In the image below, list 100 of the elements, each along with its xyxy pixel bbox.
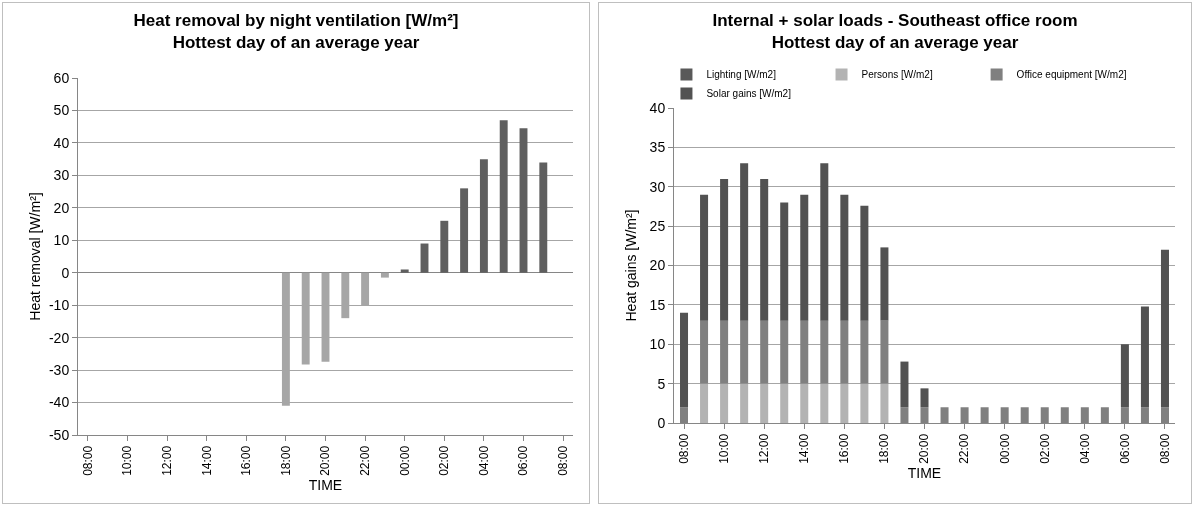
y-tick-label: 0 xyxy=(61,264,70,281)
x-tick-label: 04:00 xyxy=(1077,433,1092,464)
bar xyxy=(1060,407,1069,423)
bar xyxy=(820,320,829,384)
y-tick-label: 50 xyxy=(53,102,70,119)
bar xyxy=(400,269,409,273)
x-tick-label: 08:00 xyxy=(676,433,691,464)
bar xyxy=(980,407,989,423)
x-tick-label: 08:00 xyxy=(80,445,95,476)
y-tick-label: 30 xyxy=(53,167,70,184)
x-tick-label: 22:00 xyxy=(957,433,972,464)
bar xyxy=(740,163,749,321)
bar xyxy=(800,194,809,321)
y-tick-label: 40 xyxy=(53,134,70,151)
x-tick-label: 18:00 xyxy=(877,433,892,464)
y-tick-label: 20 xyxy=(649,257,666,274)
bar xyxy=(1020,407,1029,423)
x-tick-label: 02:00 xyxy=(437,445,452,476)
bar xyxy=(800,383,809,423)
bar xyxy=(1100,407,1109,423)
y-tick-label: 60 xyxy=(53,69,70,86)
bar xyxy=(720,320,729,384)
y-tick-label: -50 xyxy=(48,426,70,443)
bar xyxy=(940,407,949,423)
bar xyxy=(780,320,789,384)
bar xyxy=(900,361,909,408)
legend-label: Office equipment [W/m2] xyxy=(1016,69,1127,81)
x-tick-label: 02:00 xyxy=(1037,433,1052,464)
legend-label: Persons [W/m2] xyxy=(861,69,933,81)
x-tick-label: 18:00 xyxy=(278,445,293,476)
x-tick-label: 14:00 xyxy=(797,433,812,464)
x-tick-label: 06:00 xyxy=(516,445,531,476)
x-tick-label: 04:00 xyxy=(476,445,491,476)
chart-title: Internal + solar loads - Southeast office room Hottest day of an average year xyxy=(712,10,1078,52)
bar xyxy=(1160,249,1169,408)
legend-label: Lighting [W/m2] xyxy=(706,69,777,81)
bar xyxy=(720,383,729,423)
bar xyxy=(800,320,809,384)
x-tick-label: 12:00 xyxy=(757,433,772,464)
y-tick-label: 10 xyxy=(53,232,70,249)
bar xyxy=(700,383,709,423)
bar xyxy=(780,202,789,321)
bar xyxy=(1140,306,1149,408)
bar xyxy=(479,159,488,273)
bar xyxy=(760,383,769,423)
bar xyxy=(700,194,709,321)
bar xyxy=(440,220,449,273)
bar xyxy=(840,194,849,321)
bar xyxy=(820,383,829,423)
y-tick-label: -10 xyxy=(48,297,70,314)
x-tick-label: 12:00 xyxy=(160,445,174,476)
bar xyxy=(780,383,789,423)
x-axis-title: TIME xyxy=(308,477,343,494)
bar xyxy=(539,162,548,273)
bar xyxy=(460,188,469,273)
x-tick-label: 08:00 xyxy=(1157,433,1172,464)
x-tick-label: 10:00 xyxy=(120,445,135,476)
x-tick-label: 22:00 xyxy=(358,445,372,476)
y-tick-label: -40 xyxy=(48,394,70,411)
bar xyxy=(840,320,849,384)
y-tick-label: 25 xyxy=(649,218,666,235)
x-tick-label: 20:00 xyxy=(318,445,333,476)
x-tick-label: 10:00 xyxy=(717,433,731,464)
bar xyxy=(380,272,389,278)
x-tick-label: 14:00 xyxy=(199,445,214,476)
bar xyxy=(840,383,849,423)
bar xyxy=(760,178,769,321)
bar xyxy=(920,388,929,408)
y-tick-label: 20 xyxy=(53,199,70,216)
bar xyxy=(720,178,729,321)
bar xyxy=(880,383,889,423)
bar xyxy=(880,320,889,384)
y-tick-label: 40 xyxy=(649,99,666,116)
y-tick-label: 35 xyxy=(649,139,666,156)
y-axis-title: Heat gains [W/m²] xyxy=(623,209,639,322)
x-axis-title: TIME xyxy=(907,465,942,482)
y-tick-label: 5 xyxy=(657,375,666,392)
bar xyxy=(740,320,749,384)
bar xyxy=(860,383,869,423)
bar xyxy=(1140,407,1149,423)
bar xyxy=(680,312,689,408)
bar xyxy=(900,407,909,423)
y-tick-label: 15 xyxy=(649,296,666,313)
y-axis-title: Heat removal [W/m²] xyxy=(27,192,43,321)
bar xyxy=(860,320,869,384)
chart-title: Heat removal by night ventilation [W/m²] Hottest day of an average year xyxy=(133,10,459,52)
y-tick-label: -20 xyxy=(48,329,70,346)
x-tick-label: 00:00 xyxy=(397,445,412,476)
x-tick-label: 00:00 xyxy=(997,433,1012,464)
bar xyxy=(740,383,749,423)
bar xyxy=(860,205,869,321)
y-tick-label: 0 xyxy=(657,414,666,431)
x-tick-label: 08:00 xyxy=(556,445,570,476)
x-tick-label: 06:00 xyxy=(1117,433,1132,464)
legend-label: Solar gains [W/m2] xyxy=(706,88,792,100)
x-tick-label: 16:00 xyxy=(837,433,852,464)
bar xyxy=(820,163,829,321)
bar xyxy=(700,320,709,384)
x-tick-label: 16:00 xyxy=(239,445,254,476)
bar xyxy=(499,120,508,273)
